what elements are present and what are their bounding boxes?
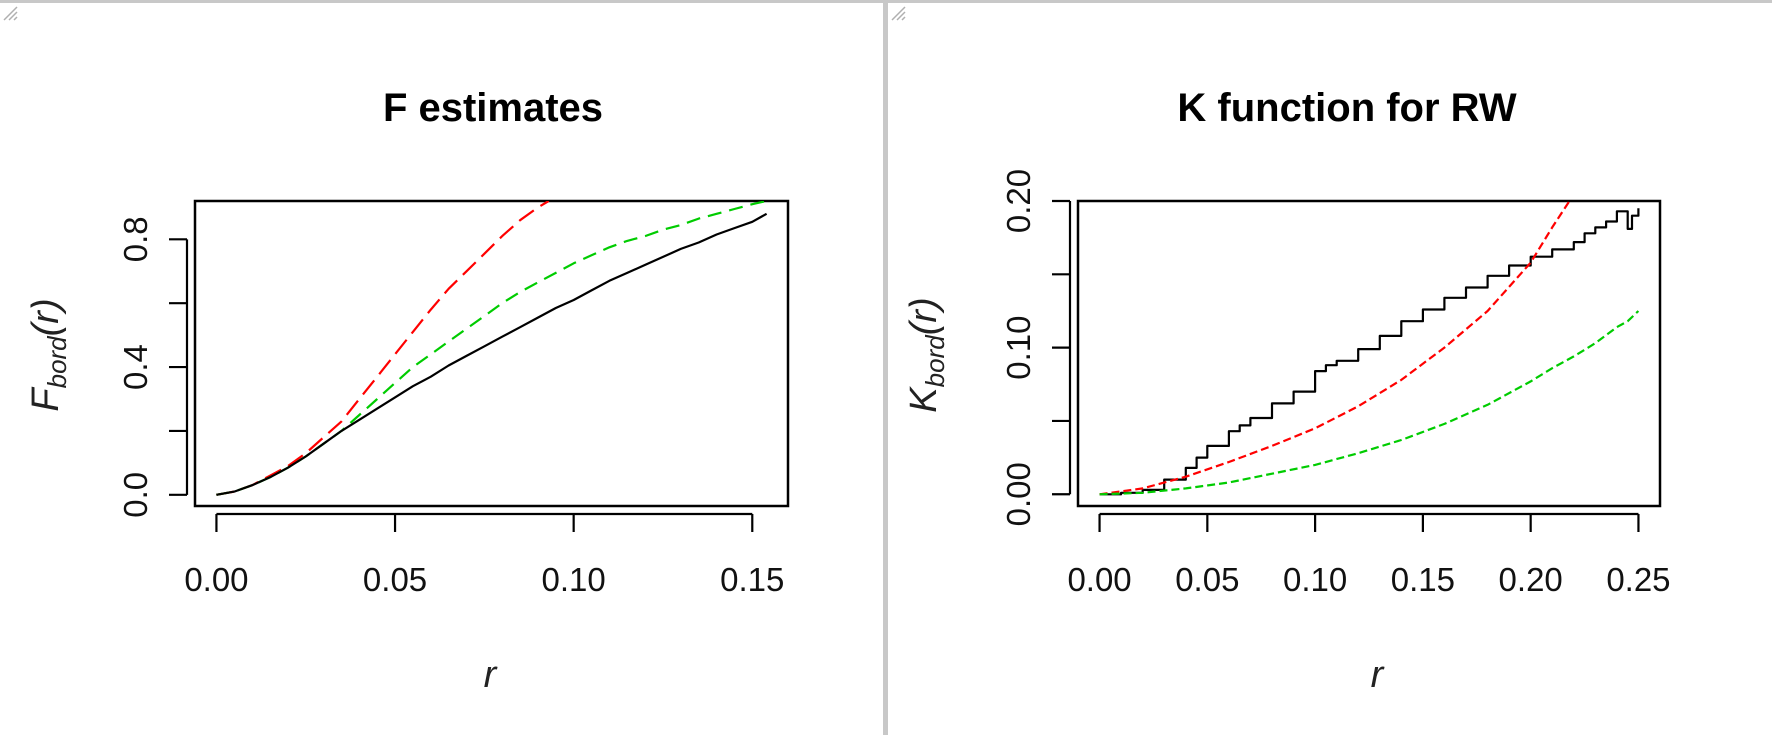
x-tick-label: 0.25 [1606, 561, 1670, 598]
x-tick-label: 0.00 [1067, 561, 1131, 598]
resize-grip-icon[interactable] [888, 3, 906, 21]
y-tick-label: 0.4 [117, 344, 154, 390]
svg-text:Fbord(r): Fbord(r) [25, 298, 72, 411]
plot-frame [193, 199, 790, 508]
plot-area: 0.00 0.05 0.10 0.15 0.20 0.25 0.00 0.10 0.20 [1000, 169, 1671, 598]
plot-area: 0.00 0.05 0.10 0.15 0.0 0.4 0.8 [117, 199, 790, 598]
k-function-chart: K function for RW Kbord(r) r 0.00 0.05 0.1… [903, 86, 1671, 696]
x-tick-label: 0.10 [1283, 561, 1347, 598]
y-tick-label: 0.00 [1000, 462, 1037, 526]
x-tick-label: 0.20 [1499, 561, 1563, 598]
y-axis-title: Kbord(r) [903, 297, 950, 412]
x-axis-title: r [484, 654, 498, 696]
plot-panel-left: F estimates Fbord(r) r 0.00 0.05 0.10 0.15 0… [0, 0, 886, 735]
chart-title: F estimates [383, 86, 603, 130]
y-axis-title-arg: (r) [25, 298, 67, 336]
f-estimates-chart: F estimates Fbord(r) r 0.00 0.05 0.10 0.150… [25, 86, 790, 696]
y-axis-title: Fbord(r) [25, 298, 72, 411]
svg-text:Kbord(r): Kbord(r) [903, 297, 950, 412]
y-axis-title-sub: bord [920, 334, 950, 388]
y-axis-title-sub: bord [42, 335, 72, 389]
x-tick-label: 0.15 [720, 561, 784, 598]
x-tick-label: 0.10 [542, 561, 606, 598]
y-tick-label: 0.10 [1000, 316, 1037, 380]
series-line-1 [1099, 208, 1640, 496]
x-tick-label: 0.15 [1391, 561, 1455, 598]
y-tick-label: 0.0 [117, 472, 154, 518]
plot-panel-right: K function for RW Kbord(r) r 0.00 0.05 0.1… [886, 0, 1772, 735]
x-tick-label: 0.00 [184, 561, 248, 598]
x-tick-label: 0.05 [1175, 561, 1239, 598]
y-tick-label: 0.8 [117, 216, 154, 262]
y-tick-label: 0.20 [1000, 169, 1037, 233]
series-line-2 [1099, 201, 1571, 496]
y-axis-title-main: F [25, 387, 67, 412]
resize-grip-icon[interactable] [0, 3, 18, 21]
x-tick-label: 0.05 [363, 561, 427, 598]
series-line-1 [216, 201, 550, 496]
chart-title: K function for RW [1177, 86, 1516, 130]
y-axis-title-arg: (r) [903, 297, 945, 335]
series-line-2 [216, 201, 767, 496]
plot-frame [1076, 199, 1662, 508]
series-line-3 [1099, 310, 1640, 496]
x-axis-title: r [1371, 654, 1385, 696]
series-line-3 [216, 212, 768, 496]
y-axis-title-main: K [903, 386, 945, 413]
